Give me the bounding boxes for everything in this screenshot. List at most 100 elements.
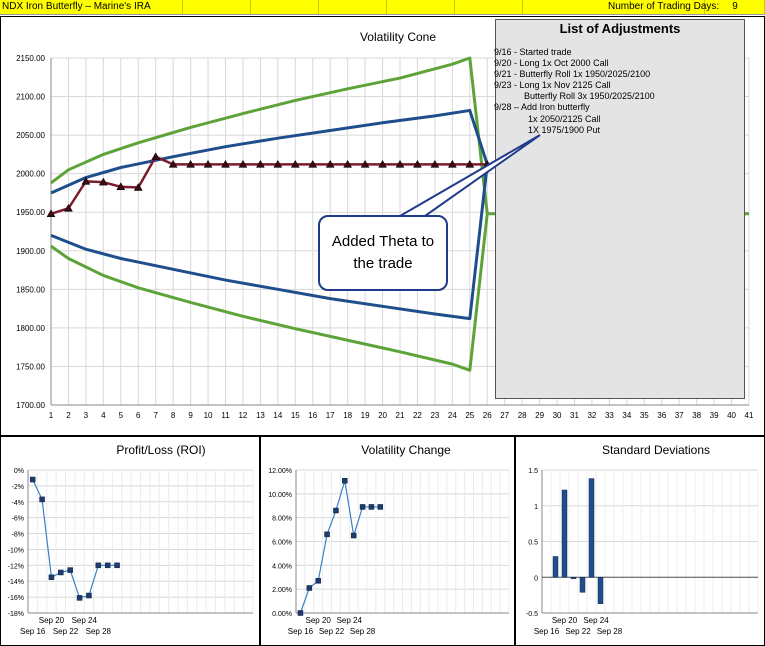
adjustment-line: 9/20 - Long 1x Oct 2000 Call (494, 58, 609, 68)
chart-title: Standard Deviations (602, 443, 710, 457)
price-point (46, 209, 56, 218)
x-tick-label: Sep 22 (319, 627, 345, 636)
y-tick-label: 8.00% (272, 516, 292, 523)
x-tick-label: 8 (171, 411, 176, 420)
header-cell (184, 0, 251, 14)
x-tick-label: 31 (570, 411, 579, 420)
series-line (299, 480, 381, 614)
price-point (203, 159, 213, 168)
price-point (378, 159, 387, 168)
data-point (368, 504, 375, 510)
header-cell (320, 0, 387, 14)
data-point (324, 531, 330, 538)
volatility-change-panel: Volatility Change 12.00% 10.00% 8.00% 6.00% 4… (260, 436, 515, 646)
y-tick-label: 2050.00 (16, 131, 45, 140)
data-point (350, 532, 357, 539)
x-tick-label: Sep 22 (565, 627, 591, 636)
std-deviations-chart: Standard Deviations 1.5 1 0.5 0 -0.5 Sep 20 Sep… (526, 443, 759, 636)
x-tick-label: 25 (465, 411, 474, 420)
y-tick-label: 12.00% (268, 468, 292, 475)
y-tick-label: 10.00% (268, 492, 292, 499)
bar (579, 577, 586, 593)
profit-loss-chart: Profit/Loss (ROI) 0% -2% -4% -6% -8% -10% -12% -… (8, 443, 254, 636)
price-point (116, 182, 126, 191)
days-label: Number of Trading Days: (608, 0, 720, 14)
price-point (151, 152, 161, 160)
callout-box: Added Theta to the trade (318, 215, 448, 291)
adjustment-line: 9/16 - Started trade (494, 47, 572, 57)
y-tick-label: 1 (534, 504, 538, 511)
price-point (255, 159, 265, 168)
adjustment-line: 9/21 - Butterfly Roll 1x 1950/2025/2100 (494, 69, 651, 79)
x-tick-label: 12 (238, 411, 247, 420)
x-tick-label: 34 (622, 411, 631, 420)
x-tick-label: Sep 20 (39, 616, 65, 625)
profit-loss-panel: Profit/Loss (ROI) 0% -2% -4% -6% -8% -10% -12% -… (0, 436, 260, 646)
y-tick-label: -14% (8, 579, 24, 586)
chart-title: Profit/Loss (ROI) (116, 443, 205, 457)
x-tick-label: Sep 22 (53, 627, 79, 636)
series-line (32, 479, 118, 599)
data-point (39, 496, 45, 503)
x-tick-label: Sep 20 (306, 616, 332, 625)
y-tick-label: 1700.00 (16, 401, 45, 410)
y-tick-label: 2100.00 (16, 93, 45, 102)
y-tick-label: -8% (12, 532, 24, 539)
y-tick-label: 6.00% (272, 540, 292, 547)
y-tick-label: 2.00% (272, 587, 292, 594)
x-tick-label: 32 (587, 411, 596, 420)
adjustments-title: List of Adjustments (559, 21, 681, 36)
price-point (221, 159, 230, 168)
y-tick-label: -4% (12, 500, 24, 507)
series-line-1sd-upper (50, 108, 489, 195)
y-tick-label: 1750.00 (16, 362, 45, 371)
x-tick-label: Sep 20 (552, 616, 578, 625)
data-point (377, 504, 384, 510)
bar (597, 577, 604, 604)
adjustment-line: 9/28 – Add Iron butterfly (494, 102, 590, 112)
y-tick-label: 1.5 (528, 468, 538, 475)
y-tick-label: -12% (8, 563, 24, 570)
x-tick-label: Sep 16 (20, 627, 46, 636)
y-tick-label: 0.00% (272, 611, 292, 618)
series-line-2sd-upper (50, 56, 749, 216)
y-tick-label: 4.00% (272, 563, 292, 570)
y-tick-label: 0.5 (528, 540, 538, 547)
x-tick-label: 21 (396, 411, 405, 420)
header-cell (252, 0, 319, 14)
y-tick-label: -10% (8, 547, 24, 554)
x-tick-label: 20 (378, 411, 387, 420)
adjustment-line: 1X 1975/1900 Put (528, 125, 601, 135)
data-point (114, 562, 120, 569)
price-point (238, 159, 248, 168)
x-tick-label: 15 (291, 411, 300, 420)
bar (588, 478, 595, 578)
data-point (297, 610, 304, 616)
adjustment-line: Butterfly Roll 3x 1950/2025/2100 (524, 91, 655, 101)
x-tick-label: 6 (136, 411, 141, 420)
series-line-1sd-lower (50, 164, 489, 321)
x-tick-label: 39 (710, 411, 719, 420)
y-tick-label: 1950.00 (16, 208, 45, 217)
adjustment-line: 1x 2050/2125 Call (528, 114, 601, 124)
y-tick-label: 1900.00 (16, 247, 45, 256)
x-tick-label: 38 (692, 411, 701, 420)
header-title: NDX Iron Butterfly – Marine's IRA (2, 0, 183, 14)
data-point (333, 507, 339, 514)
price-point (308, 159, 318, 168)
y-tick-label: 0% (14, 468, 24, 475)
x-tick-label: 11 (221, 411, 230, 420)
x-tick-label: Sep 16 (534, 627, 560, 636)
x-tick-label: 30 (553, 411, 562, 420)
x-tick-label: Sep 28 (597, 627, 623, 636)
price-point (273, 159, 283, 168)
days-value: 9 (706, 0, 765, 14)
x-tick-label: 18 (343, 411, 352, 420)
x-tick-label: Sep 24 (583, 616, 609, 625)
x-tick-label: 16 (308, 411, 317, 420)
price-point (133, 183, 143, 191)
x-tick-label: 1 (49, 411, 54, 420)
bar (552, 556, 559, 578)
x-tick-label: 13 (256, 411, 265, 420)
data-point (48, 574, 55, 580)
